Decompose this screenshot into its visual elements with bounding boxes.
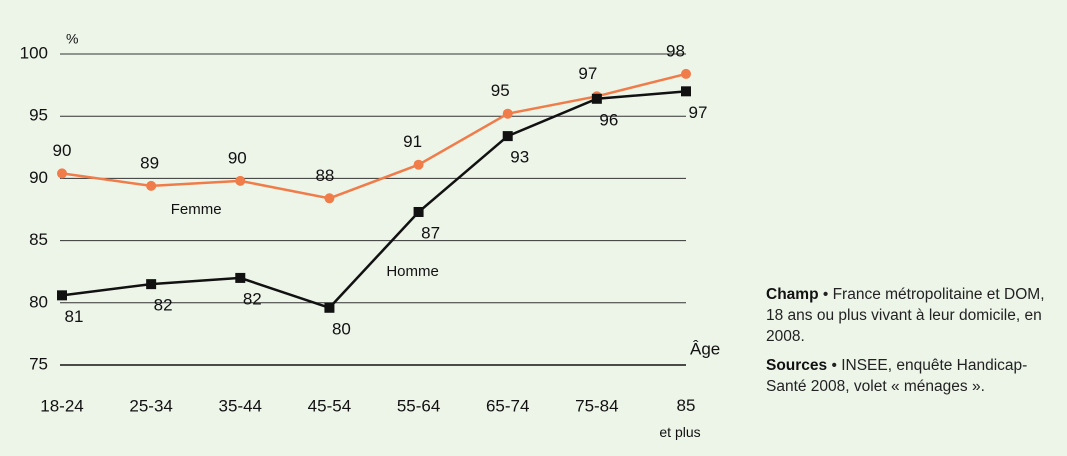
data-label: 96	[599, 110, 618, 129]
x-axis-label: Âge	[690, 339, 720, 358]
data-label: 88	[315, 166, 334, 185]
note-label: Champ	[766, 286, 819, 303]
marker	[681, 86, 691, 97]
marker	[324, 302, 335, 313]
x-tick-label: 65-74	[486, 396, 529, 415]
marker	[324, 193, 335, 204]
series-label: Femme	[171, 201, 222, 218]
data-label: 93	[510, 148, 529, 167]
x-tick-label-line: 85	[677, 396, 696, 415]
note-text: INSEE, enquête Handicap-Santé 2008, vole…	[766, 357, 1028, 395]
x-tick-label-line: et plus	[659, 424, 700, 440]
data-label: 82	[154, 296, 173, 315]
y-tick-label: 100	[20, 43, 48, 62]
x-tick-label: 45-54	[308, 396, 351, 415]
y-tick-label: 85	[29, 230, 48, 249]
data-label: 90	[228, 148, 247, 167]
data-label: 89	[140, 153, 159, 172]
marker	[681, 68, 691, 79]
marker	[591, 93, 602, 104]
note-text: France métropolitaine et DOM, 18 ans ou …	[766, 286, 1045, 345]
data-label: 80	[332, 319, 351, 338]
data-label: 95	[491, 81, 510, 100]
marker	[502, 131, 513, 142]
y-tick-label: 90	[29, 168, 48, 187]
note: Sources • INSEE, enquête Handicap-Santé …	[766, 357, 1028, 395]
data-label: 90	[53, 141, 72, 160]
line	[61, 72, 687, 200]
x-tick-label: 25-34	[129, 396, 172, 415]
note: Champ • France métropolitaine et DOM, 18…	[766, 286, 1045, 345]
data-label: 87	[421, 223, 440, 242]
data-label: 97	[578, 64, 597, 83]
notes: Champ • France métropolitaine et DOM, 18…	[766, 284, 1066, 405]
data-label: 82	[243, 289, 262, 308]
x-tick-label: 18-24	[40, 396, 83, 415]
marker	[502, 108, 513, 119]
y-tick-label: 95	[29, 106, 48, 125]
line	[61, 90, 687, 310]
data-label: 81	[65, 307, 84, 326]
marker	[146, 279, 157, 290]
note-label: Sources	[766, 357, 828, 374]
x-tick-label: 75-84	[575, 396, 618, 415]
marker	[146, 180, 157, 191]
marker	[57, 290, 67, 301]
x-tick-label: 85 et plus	[659, 396, 700, 439]
data-label: 98	[666, 41, 685, 60]
marker	[57, 168, 67, 179]
data-label: 91	[403, 132, 422, 151]
data-label: 97	[689, 103, 708, 122]
marker	[235, 175, 246, 186]
marker	[413, 159, 424, 170]
x-tick-label: 55-64	[397, 396, 440, 415]
marker	[413, 206, 424, 217]
marker	[235, 272, 246, 283]
y-tick-label: 75	[29, 354, 48, 373]
chart: % Âge 75 80 85 90 95 100 18-24 25-34 35-44 45-54 5…	[20, 31, 721, 440]
y-axis-label: %	[66, 31, 78, 47]
y-tick-label: 80	[29, 292, 48, 311]
x-tick-label: 35-44	[219, 396, 262, 415]
series-label: Homme	[386, 263, 439, 280]
